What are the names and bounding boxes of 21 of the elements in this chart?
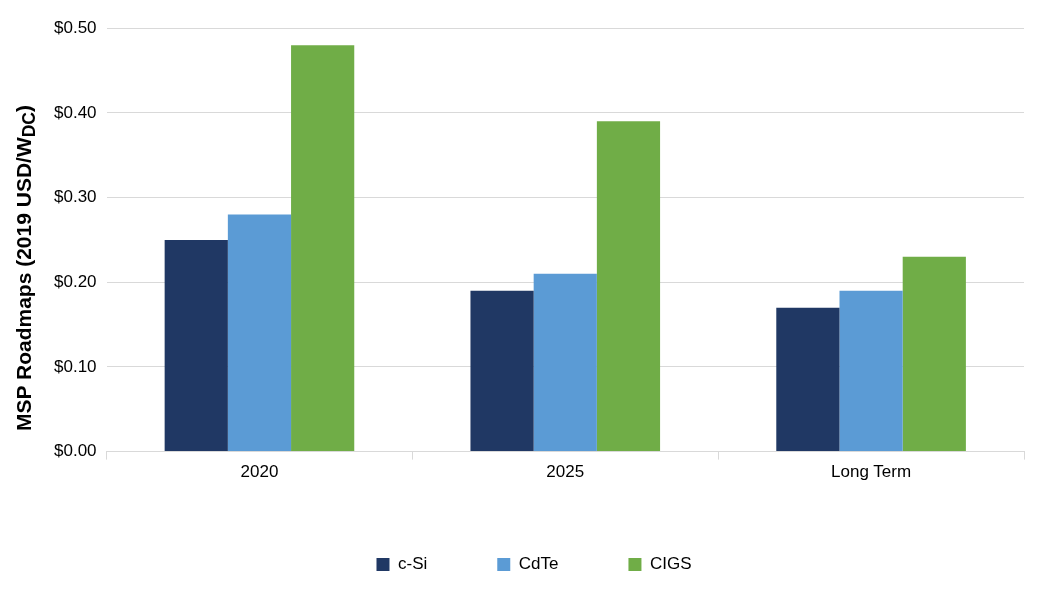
bar bbox=[776, 307, 840, 452]
bar bbox=[227, 214, 292, 452]
bar bbox=[902, 256, 966, 452]
y-tick-label: $0.20 bbox=[53, 271, 97, 291]
bar bbox=[291, 45, 355, 452]
legend-label: CdTe bbox=[518, 554, 559, 574]
bar bbox=[839, 290, 903, 452]
bar bbox=[164, 239, 228, 452]
y-tick-label: $0.30 bbox=[53, 187, 97, 207]
x-tick-label: Long Term bbox=[831, 462, 912, 482]
x-tick-label: 2020 bbox=[240, 462, 279, 482]
y-tick-label: $0.00 bbox=[53, 441, 97, 461]
y-tick-label: $0.50 bbox=[53, 17, 97, 37]
bar bbox=[596, 121, 661, 452]
y-tick-label: $0.10 bbox=[53, 356, 97, 376]
x-tick-label: 2025 bbox=[546, 462, 585, 482]
legend-label: c-Si bbox=[397, 554, 428, 574]
bar bbox=[470, 290, 534, 452]
y-tick-label: $0.40 bbox=[53, 102, 97, 122]
legend-label: CIGS bbox=[649, 554, 692, 574]
bar bbox=[533, 273, 597, 452]
